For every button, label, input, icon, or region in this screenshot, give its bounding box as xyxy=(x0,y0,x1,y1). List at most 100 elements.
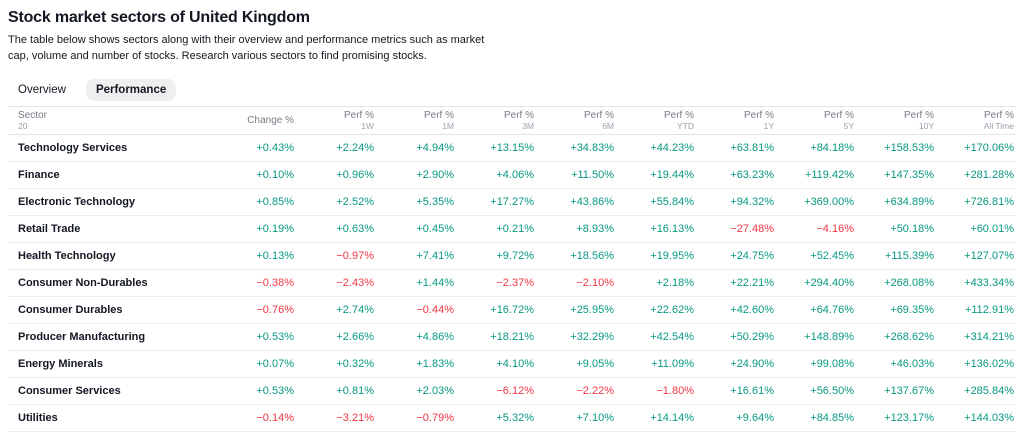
perf-value: +46.03% xyxy=(890,358,934,370)
perf-value: +136.02% xyxy=(964,358,1014,370)
column-header-perf-1m[interactable]: Perf % 1M xyxy=(423,110,454,131)
page-description: The table below shows sectors along with… xyxy=(8,32,1016,64)
perf-value: +19.95% xyxy=(650,250,694,262)
perf-value: +285.84% xyxy=(964,385,1014,397)
perf-value: +0.21% xyxy=(496,223,534,235)
perf-value: +24.75% xyxy=(730,250,774,262)
perf-value: −27.48% xyxy=(730,223,774,235)
perf-value: +22.21% xyxy=(730,277,774,289)
perf-value: −2.22% xyxy=(576,385,614,397)
perf-value: +119.42% xyxy=(804,169,854,181)
column-header-perf-10y[interactable]: Perf % 10Y xyxy=(903,110,934,131)
perf-value: +0.85% xyxy=(256,196,294,208)
perf-value: +0.96% xyxy=(336,169,374,181)
perf-value: +4.94% xyxy=(416,142,454,154)
column-header-perf-alltime[interactable]: Perf % All Time xyxy=(983,110,1014,131)
table-header-row: Sector 20 Change % Perf % 1W Perf % 1M P… xyxy=(8,106,1016,135)
column-header-perf-1w[interactable]: Perf % 1W xyxy=(343,110,374,131)
column-header-perf-ytd[interactable]: Perf % YTD xyxy=(663,110,694,131)
perf-value: +2.24% xyxy=(336,142,374,154)
sector-name[interactable]: Energy Minerals xyxy=(18,358,103,370)
perf-value: +123.17% xyxy=(884,412,934,424)
page-title: Stock market sectors of United Kingdom xyxy=(8,9,310,26)
table-row: Consumer Durables −0.76% +2.74% −0.44% +16.7… xyxy=(8,297,1016,324)
perf-value: +281.28% xyxy=(964,169,1014,181)
table-row: Energy Minerals +0.07% +0.32% +1.83% +4.10% +… xyxy=(8,351,1016,378)
sector-name[interactable]: Consumer Durables xyxy=(18,304,123,316)
column-header-perf-1y[interactable]: Perf % 1Y xyxy=(743,110,774,131)
perf-value: +50.18% xyxy=(890,223,934,235)
table-row: Consumer Non-Durables −0.38% −2.43% +1.44% −… xyxy=(8,270,1016,297)
perf-value: +0.43% xyxy=(256,142,294,154)
perf-value: +7.41% xyxy=(416,250,454,262)
table-row: Finance +0.10% +0.96% +2.90% +4.06% +11.50% +1… xyxy=(8,162,1016,189)
perf-value: +0.19% xyxy=(256,223,294,235)
perf-value: +16.72% xyxy=(490,304,534,316)
perf-value: +14.14% xyxy=(650,412,694,424)
perf-value: +18.56% xyxy=(570,250,614,262)
perf-value: −6.12% xyxy=(496,385,534,397)
perf-value: +137.67% xyxy=(884,385,934,397)
perf-value: −0.79% xyxy=(416,412,454,424)
view-tabs: Overview Performance xyxy=(8,79,1016,101)
perf-value: +7.10% xyxy=(576,412,614,424)
perf-value: +0.81% xyxy=(336,385,374,397)
sector-name[interactable]: Consumer Services xyxy=(18,385,121,397)
page-description-line2: cap, volume and number of stocks. Resear… xyxy=(8,50,427,62)
perf-value: +4.06% xyxy=(496,169,534,181)
perf-value: +18.21% xyxy=(490,331,534,343)
column-header-change[interactable]: Change % xyxy=(247,115,294,126)
table-row: Retail Trade +0.19% +0.63% +0.45% +0.21% +8.9… xyxy=(8,216,1016,243)
sector-name[interactable]: Retail Trade xyxy=(18,223,81,235)
sector-name[interactable]: Producer Manufacturing xyxy=(18,331,146,343)
sector-name[interactable]: Consumer Non-Durables xyxy=(18,277,148,289)
table-row: Electronic Technology +0.85% +2.52% +5.35% +… xyxy=(8,189,1016,216)
sector-name[interactable]: Electronic Technology xyxy=(18,196,136,208)
column-header-perf-5y[interactable]: Perf % 5Y xyxy=(823,110,854,131)
perf-value: +63.23% xyxy=(730,169,774,181)
perf-value: +24.90% xyxy=(730,358,774,370)
sector-name[interactable]: Health Technology xyxy=(18,250,116,262)
tab-performance[interactable]: Performance xyxy=(85,79,177,101)
perf-value: +19.44% xyxy=(650,169,694,181)
column-header-sector[interactable]: Sector 20 xyxy=(8,107,216,135)
column-header-perf-6m[interactable]: Perf % 6M xyxy=(583,110,614,131)
perf-value: +147.35% xyxy=(884,169,934,181)
sector-name[interactable]: Technology Services xyxy=(18,142,128,154)
sector-header-label: Sector xyxy=(18,110,47,121)
perf-value: +84.85% xyxy=(810,412,854,424)
sectors-table-body: Technology Services +0.43% +2.24% +4.94% +13… xyxy=(8,135,1016,432)
perf-value: +25.95% xyxy=(570,304,614,316)
perf-value: +52.45% xyxy=(810,250,854,262)
tab-overview[interactable]: Overview xyxy=(8,79,76,101)
column-header-perf-3m[interactable]: Perf % 3M xyxy=(503,110,534,131)
sector-count: 20 xyxy=(18,121,28,131)
sector-name[interactable]: Finance xyxy=(18,169,60,181)
sector-name[interactable]: Utilities xyxy=(18,412,58,424)
perf-value: +2.74% xyxy=(336,304,374,316)
perf-value: +1.44% xyxy=(416,277,454,289)
table-row: Technology Services +0.43% +2.24% +4.94% +13… xyxy=(8,135,1016,162)
perf-value: +268.62% xyxy=(884,331,934,343)
perf-value: +148.89% xyxy=(804,331,854,343)
perf-value: +11.50% xyxy=(571,169,614,181)
perf-value: +34.83% xyxy=(570,142,614,154)
perf-value: +369.00% xyxy=(804,196,854,208)
perf-value: +69.35% xyxy=(890,304,934,316)
perf-value: +1.83% xyxy=(416,358,454,370)
perf-value: +0.10% xyxy=(256,169,294,181)
perf-value: +144.03% xyxy=(964,412,1014,424)
perf-value: +9.64% xyxy=(736,412,774,424)
perf-value: +55.84% xyxy=(650,196,694,208)
perf-value: −1.80% xyxy=(656,385,694,397)
perf-value: +44.23% xyxy=(650,142,694,154)
perf-value: +16.13% xyxy=(650,223,694,235)
perf-value: +8.93% xyxy=(576,223,614,235)
perf-value: +56.50% xyxy=(810,385,854,397)
perf-value: +294.40% xyxy=(804,277,854,289)
perf-value: +0.07% xyxy=(256,358,294,370)
perf-value: +11.09% xyxy=(651,358,694,370)
perf-value: +99.08% xyxy=(810,358,854,370)
perf-value: +84.18% xyxy=(810,142,854,154)
